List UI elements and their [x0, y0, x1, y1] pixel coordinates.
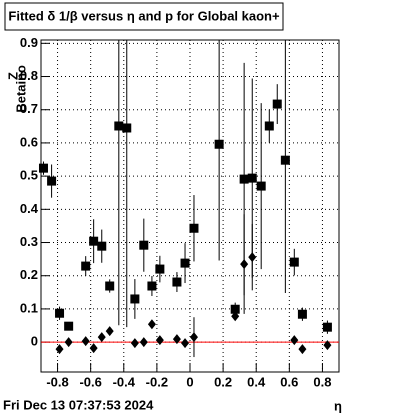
marker-square [322, 322, 332, 332]
y-tick-label: 0.6 [20, 134, 38, 149]
marker-square [264, 121, 274, 131]
plot-frame [40, 39, 340, 373]
y-tick-label: 0.9 [20, 35, 38, 50]
timestamp: Fri Dec 13 07:37:53 2024 [3, 397, 154, 412]
y-tick-label: 0.7 [20, 101, 38, 116]
marker-square [55, 308, 65, 318]
marker-square [289, 257, 299, 267]
x-tick-label: 0 [186, 374, 193, 389]
y-tick-label: 0.2 [20, 267, 38, 282]
marker-diamond [147, 319, 156, 330]
marker-diamond [240, 259, 249, 270]
marker-square [114, 121, 124, 131]
x-tick-label: 0.6 [280, 374, 298, 389]
y-tick-label: 0.3 [20, 234, 38, 249]
marker-square [180, 258, 190, 268]
marker-diamond [181, 338, 190, 349]
marker-square [47, 176, 57, 186]
marker-square [130, 294, 140, 304]
marker-diamond [248, 252, 257, 263]
y-tick-label: 0.5 [20, 168, 38, 183]
marker-square [172, 277, 182, 287]
marker-diamond [155, 335, 164, 346]
marker-diamond [105, 326, 114, 337]
marker-square [239, 174, 249, 184]
marker-square [214, 139, 224, 149]
x-axis-label: η [334, 398, 342, 413]
x-tick-label: 0.4 [247, 374, 266, 389]
marker-diamond [298, 344, 307, 355]
x-tick-label: 0.2 [214, 374, 232, 389]
y-tick-label: 0.8 [20, 68, 38, 83]
marker-square [97, 241, 107, 251]
marker-diamond [172, 334, 181, 345]
marker-square [280, 155, 290, 165]
marker-square [64, 321, 74, 331]
marker-square [139, 240, 149, 250]
y-tick-label: 0.1 [20, 300, 38, 315]
x-tick-label: -0.6 [79, 374, 101, 389]
marker-square [105, 281, 115, 291]
marker-square [122, 123, 132, 133]
marker-square [256, 181, 266, 191]
y-tick-label: 0.4 [20, 201, 39, 216]
x-tick-label: -0.4 [113, 374, 136, 389]
marker-square [189, 223, 199, 233]
y-tick-label: 0 [31, 334, 38, 349]
marker-square [38, 163, 48, 173]
marker-square [272, 99, 282, 109]
marker-diamond [189, 332, 198, 343]
x-tick-label: 0.8 [313, 374, 331, 389]
x-tick-label: -0.2 [146, 374, 168, 389]
title-box [4, 2, 284, 31]
marker-diamond [81, 336, 90, 347]
marker-diamond [64, 337, 73, 348]
chart-title: Fitted δ 1/β versus η and p for Global k… [8, 8, 280, 23]
marker-square [147, 281, 157, 291]
y-axis-label: Z [5, 72, 20, 80]
y-axis-label-sub: Betaino [13, 65, 28, 113]
marker-diamond [231, 311, 240, 322]
marker-square [297, 309, 307, 319]
marker-square [247, 173, 257, 183]
marker-square [81, 261, 91, 271]
marker-square [89, 236, 99, 246]
marker-diamond [130, 338, 139, 349]
marker-square [230, 304, 240, 314]
marker-diamond [89, 343, 98, 354]
marker-diamond [139, 337, 148, 348]
marker-diamond [97, 332, 106, 343]
marker-square [155, 264, 165, 274]
marker-diamond [55, 344, 64, 355]
marker-diamond [290, 335, 299, 346]
x-tick-label: -0.8 [46, 374, 68, 389]
marker-diamond [323, 340, 332, 351]
